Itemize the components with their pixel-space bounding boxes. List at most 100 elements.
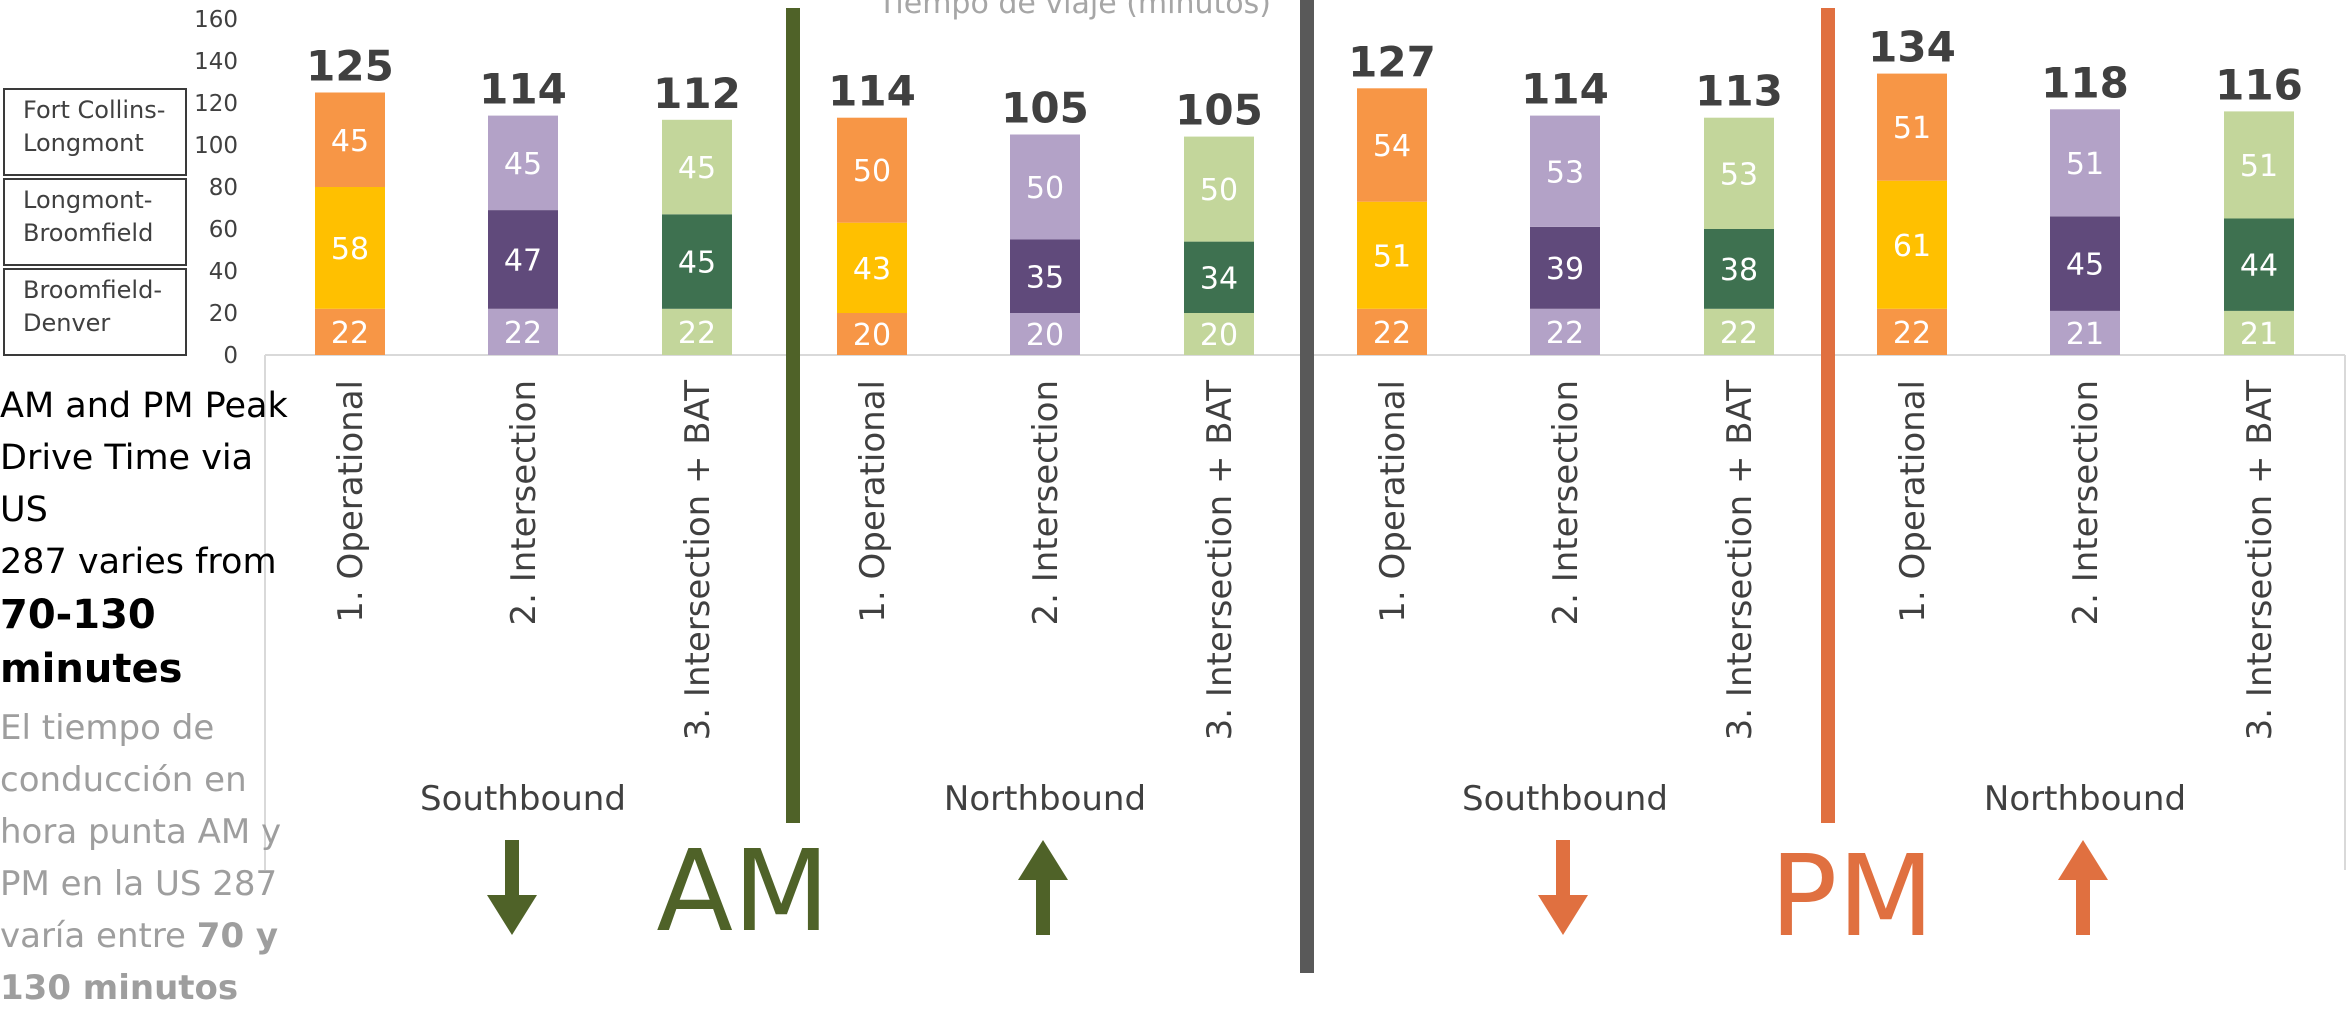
bar-segment	[2224, 310, 2294, 355]
bar-segment-label: 51	[2066, 147, 2104, 182]
bar-total-label: 114	[1521, 65, 1609, 114]
bar-segment-label: 35	[1026, 260, 1064, 295]
bar-segment	[488, 308, 558, 355]
bar-total-label: 105	[1175, 86, 1263, 135]
note-es-line-last: varía entre 70 y	[0, 910, 310, 962]
legend-line: Longmont	[23, 129, 144, 157]
legend-longmont-broomfield: Longmont- Broomfield	[3, 178, 187, 266]
note-es-bold: 70 y	[196, 916, 279, 956]
bar-segment	[1357, 88, 1427, 202]
bar-segment	[1704, 117, 1774, 229]
note-en-bold-line: 70-130	[0, 592, 156, 638]
bar-segment	[837, 117, 907, 223]
note-es-line: conducción en	[0, 760, 247, 800]
category-label: 3. Intersection + BAT	[1720, 380, 1760, 741]
y-tick-label: 60	[209, 217, 238, 243]
note-es-line: hora punta AM y	[0, 812, 282, 852]
bar-segment-label: 53	[1720, 157, 1758, 192]
bar-segment	[1530, 115, 1600, 227]
legend-line: Denver	[23, 309, 111, 337]
note-es-line: El tiempo de	[0, 708, 215, 748]
bar-segment-label: 43	[853, 252, 891, 287]
bar-segment	[2224, 218, 2294, 311]
y-tick-label: 120	[194, 91, 238, 117]
arrow-down-icon	[1538, 840, 1588, 935]
bar-segment	[1357, 201, 1427, 309]
bar-segment-label: 50	[1200, 173, 1238, 208]
bar-segment	[315, 308, 385, 355]
y-tick-label: 100	[194, 133, 238, 159]
period-label-am: AM	[656, 827, 829, 957]
note-es-prefix: varía entre	[0, 916, 197, 956]
bar-segment-label: 54	[1373, 129, 1411, 164]
bar-segment-label: 22	[678, 316, 716, 351]
bar-segment-label: 51	[2240, 149, 2278, 184]
category-label: 3. Intersection + BAT	[2240, 380, 2280, 741]
bar-segment-label: 20	[1026, 318, 1064, 353]
bar-segment-label: 38	[1720, 253, 1758, 288]
bar-segment-label: 39	[1546, 252, 1584, 287]
am-divider	[786, 8, 800, 823]
bar-segment	[488, 115, 558, 211]
side-note: AM and PM Peak Drive Time via US 287 var…	[0, 380, 310, 1014]
bar-total-label: 113	[1695, 67, 1783, 116]
bar-segment	[662, 308, 732, 355]
bar-segment	[2050, 109, 2120, 217]
arrow-up-icon	[1018, 840, 1068, 935]
arrow-down-icon	[487, 840, 537, 935]
am-pm-divider	[1300, 0, 1314, 973]
y-tick-label: 40	[209, 259, 238, 285]
arrow-up-icon	[2058, 840, 2108, 935]
bar-segment-label: 45	[331, 124, 369, 159]
bar-segment-label: 45	[504, 147, 542, 182]
category-label: 2. Intersection	[1026, 380, 1066, 626]
category-label: 1. Operational	[1373, 380, 1413, 623]
y-tick-label: 0	[223, 343, 238, 369]
bar-segment-label: 51	[1893, 111, 1931, 146]
legend-line: Fort Collins-	[23, 96, 166, 124]
bar-segment-label: 58	[331, 232, 369, 267]
bar-segment-label: 21	[2066, 317, 2104, 352]
bar-total-label: 112	[653, 69, 741, 118]
bar-segment	[2224, 111, 2294, 219]
bar-segment	[1530, 226, 1600, 309]
bar-segment	[1704, 308, 1774, 355]
note-en-line: AM and PM Peak	[0, 386, 288, 426]
bar-segment-label: 20	[1200, 318, 1238, 353]
bar-segment	[1877, 308, 1947, 355]
note-en-line: 287 varies from	[0, 542, 277, 582]
y-tick-label: 80	[209, 175, 238, 201]
category-label: 3. Intersection + BAT	[1200, 380, 1240, 741]
bar-segment-label: 22	[1720, 316, 1758, 351]
direction-label: Northbound	[944, 779, 1146, 819]
travel-time-chart: 0 20 40 60 80 100 120 140 160 22 58 45 125 1. Operati…	[194, 0, 2346, 973]
legend-fort-collins-longmont: Fort Collins- Longmont	[3, 88, 187, 176]
bar-total-label: 127	[1348, 37, 1436, 86]
category-label: 1. Operational	[331, 380, 371, 623]
chart-title: Tiempo de viaje (minutos)	[878, 0, 1271, 21]
note-en-line: Drive Time via US	[0, 438, 254, 530]
bar-segment	[1010, 239, 1080, 313]
bar-segment	[2050, 310, 2120, 355]
bar-segment	[1877, 180, 1947, 309]
bar-total-label: 125	[306, 42, 394, 91]
bar-segment	[488, 210, 558, 309]
category-label: 3. Intersection + BAT	[678, 380, 718, 741]
bar-segment-label: 61	[1893, 229, 1931, 264]
category-label: 2. Intersection	[2066, 380, 2106, 626]
bar-segment	[837, 313, 907, 355]
bar-segment-label: 21	[2240, 317, 2278, 352]
bar-segment-label: 34	[1200, 261, 1238, 296]
bar-total-label: 134	[1868, 23, 1956, 72]
bar-segment-label: 45	[678, 151, 716, 186]
bar-segment-label: 45	[678, 246, 716, 281]
direction-label: Southbound	[420, 779, 626, 819]
bar-segment-label: 22	[1373, 316, 1411, 351]
direction-label: Southbound	[1462, 779, 1668, 819]
bar-segment	[662, 119, 732, 215]
bar-segment	[315, 187, 385, 309]
legend-broomfield-denver: Broomfield- Denver	[3, 268, 187, 356]
category-label: 2. Intersection	[504, 380, 544, 626]
note-en-bold-line: minutes	[0, 646, 183, 692]
bar-segment-label: 44	[2240, 249, 2278, 284]
